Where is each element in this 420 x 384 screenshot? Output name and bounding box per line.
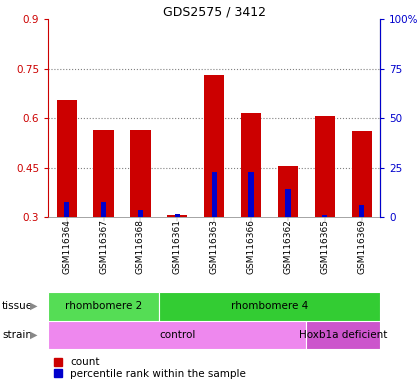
Title: GDS2575 / 3412: GDS2575 / 3412 — [163, 5, 266, 18]
Bar — [48, 321, 306, 349]
Bar — [64, 202, 69, 217]
Bar — [306, 321, 380, 349]
Text: GSM116369: GSM116369 — [357, 219, 366, 274]
Text: GSM116361: GSM116361 — [173, 219, 182, 274]
Text: GSM116365: GSM116365 — [320, 219, 329, 274]
Text: control: control — [159, 330, 196, 340]
Text: tissue: tissue — [2, 301, 33, 311]
Bar — [204, 75, 224, 217]
Bar — [175, 214, 180, 217]
Bar — [352, 131, 372, 217]
Text: GSM116366: GSM116366 — [247, 219, 255, 274]
Bar — [278, 166, 298, 217]
Bar — [57, 100, 77, 217]
Bar — [249, 172, 254, 217]
Bar — [159, 292, 380, 321]
Bar — [94, 130, 114, 217]
Bar — [138, 210, 143, 217]
Bar — [285, 189, 291, 217]
Text: ▶: ▶ — [30, 330, 38, 340]
Text: GSM116362: GSM116362 — [284, 219, 292, 274]
Bar — [241, 113, 261, 217]
Bar — [48, 292, 159, 321]
Bar — [212, 172, 217, 217]
Bar — [322, 215, 327, 217]
Text: strain: strain — [2, 330, 32, 340]
Text: rhombomere 2: rhombomere 2 — [65, 301, 142, 311]
Bar — [130, 130, 151, 217]
Legend: count, percentile rank within the sample: count, percentile rank within the sample — [53, 357, 246, 379]
Text: rhombomere 4: rhombomere 4 — [231, 301, 308, 311]
Text: GSM116367: GSM116367 — [99, 219, 108, 274]
Bar — [315, 116, 335, 217]
Text: Hoxb1a deficient: Hoxb1a deficient — [299, 330, 387, 340]
Bar — [101, 202, 106, 217]
Text: GSM116364: GSM116364 — [62, 219, 71, 274]
Bar — [359, 205, 364, 217]
Text: ▶: ▶ — [30, 301, 38, 311]
Text: GSM116363: GSM116363 — [210, 219, 219, 274]
Text: GSM116368: GSM116368 — [136, 219, 145, 274]
Bar — [167, 215, 187, 217]
